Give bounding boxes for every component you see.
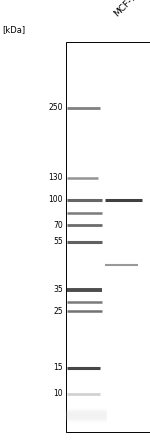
Text: 25: 25 <box>53 306 63 315</box>
Text: 35: 35 <box>53 285 63 295</box>
Text: 130: 130 <box>48 173 63 183</box>
Text: 15: 15 <box>53 363 63 373</box>
Text: 250: 250 <box>48 104 63 112</box>
Text: 55: 55 <box>53 238 63 247</box>
Text: [kDa]: [kDa] <box>2 26 25 34</box>
Text: 10: 10 <box>53 389 63 399</box>
Text: MCF-7: MCF-7 <box>112 0 138 18</box>
Text: 70: 70 <box>53 220 63 229</box>
Bar <box>66 42 150 432</box>
Text: 100: 100 <box>48 195 63 205</box>
